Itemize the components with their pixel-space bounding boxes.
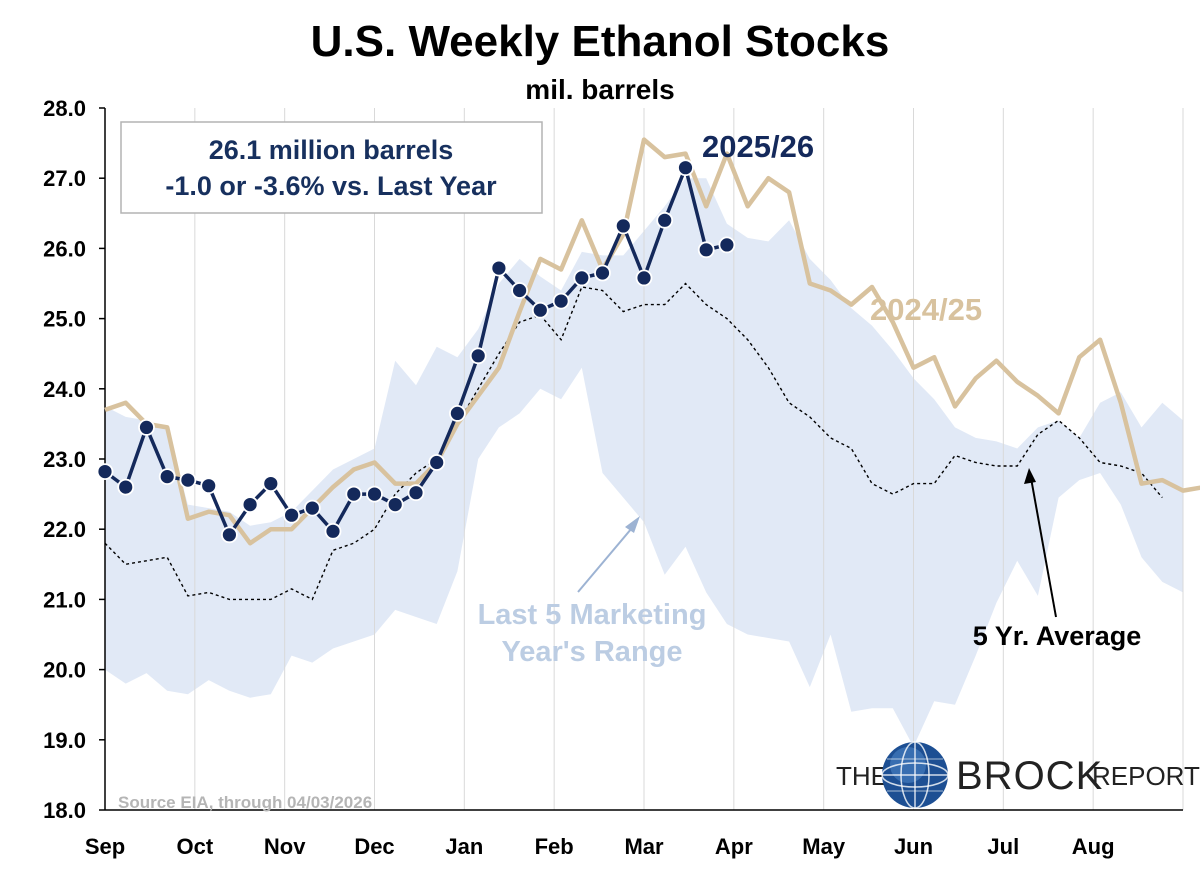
chart-subtitle: mil. barrels: [525, 74, 674, 105]
data-point-2025-26: [428, 454, 446, 471]
annotation-line-1: 26.1 million barrels: [209, 135, 454, 165]
data-point-2025-26: [158, 468, 176, 486]
data-point-2025-26: [490, 259, 508, 277]
x-tick-label: Dec: [354, 834, 394, 859]
data-point-2025-26: [531, 301, 549, 319]
data-point-2025-26: [573, 269, 591, 287]
data-point-2025-26: [262, 475, 280, 493]
x-tick-label: Mar: [624, 834, 664, 859]
data-point-2025-26: [117, 478, 135, 496]
series-label-2024-25: 2024/25: [870, 292, 982, 327]
data-point-2025-26: [407, 484, 425, 502]
data-point-2025-26: [138, 418, 155, 436]
series-line-2024-25: [104, 137, 1200, 546]
x-tick-label: Jan: [445, 834, 483, 859]
avg-label: 5 Yr. Average: [973, 621, 1142, 651]
data-point-2025-26: [697, 241, 715, 259]
data-point-2025-26: [718, 236, 736, 254]
y-tick-label: 28.0: [43, 96, 86, 121]
data-point-2025-26: [241, 496, 259, 514]
x-tick-label: Apr: [715, 834, 753, 859]
y-tick-label: 26.0: [43, 236, 86, 261]
y-tick-label: 27.0: [43, 166, 86, 191]
y-tick-label: 20.0: [43, 658, 86, 683]
data-point-2025-26: [303, 499, 321, 517]
data-point-2025-26: [614, 217, 632, 235]
logo-brock: BROCK: [956, 754, 1103, 798]
data-point-2025-26: [96, 463, 114, 481]
y-tick-label: 22.0: [43, 517, 86, 542]
y-tick-label: 25.0: [43, 307, 86, 332]
x-tick-label: May: [802, 834, 846, 859]
data-point-2025-26: [511, 282, 528, 299]
logo-report: REPORT: [1092, 761, 1200, 791]
data-point-2025-26: [366, 485, 383, 503]
data-point-2025-26: [656, 211, 674, 229]
y-tick-label: 21.0: [43, 587, 86, 612]
data-point-2025-26: [345, 485, 363, 503]
x-tick-label: Oct: [176, 834, 213, 859]
avg-arrow-head: [1024, 468, 1036, 484]
data-point-2025-26: [448, 404, 466, 422]
brock-report-logo: THE BROCK REPORT: [836, 741, 1200, 809]
x-tick-label: Jun: [894, 834, 933, 859]
data-point-2025-26: [200, 477, 218, 495]
range-arrow: [577, 521, 638, 593]
logo-the: THE: [836, 761, 888, 791]
x-tick-label: Feb: [535, 834, 574, 859]
x-tick-label: Sep: [85, 834, 125, 859]
globe-icon: [881, 741, 949, 809]
y-tick-label: 24.0: [43, 377, 86, 402]
data-point-2025-26: [179, 471, 197, 489]
data-point-2025-26: [677, 159, 694, 177]
avg-arrow: [1030, 477, 1057, 618]
data-point-2025-26: [220, 526, 238, 544]
y-tick-label: 18.0: [43, 798, 86, 823]
range-label-line-1: Last 5 Marketing: [478, 599, 707, 631]
chart-title: U.S. Weekly Ethanol Stocks: [311, 17, 890, 66]
annotation-box: [120, 121, 543, 214]
data-point-2025-26: [552, 292, 570, 310]
x-tick-label: Aug: [1072, 834, 1115, 859]
data-point-2025-26: [324, 522, 342, 540]
data-point-2025-26: [469, 347, 487, 365]
data-point-2025-26: [283, 506, 301, 524]
source-note: Source EIA, through 04/03/2026: [118, 793, 372, 812]
y-tick-label: 19.0: [43, 728, 86, 753]
data-point-2025-26: [386, 496, 404, 514]
annotation-line-2: -1.0 or -3.6% vs. Last Year: [165, 171, 497, 201]
series-line-5yr-average: [104, 282, 1163, 601]
range-arrow-head: [625, 516, 640, 533]
x-tick-label: Jul: [987, 834, 1019, 859]
y-tick-label: 23.0: [43, 447, 86, 472]
range-label-line-2: Year's Range: [502, 636, 683, 668]
x-tick-label: Nov: [264, 834, 306, 859]
series-label-2025-26: 2025/26: [702, 129, 814, 164]
data-point-2025-26: [594, 264, 611, 282]
data-point-2025-26: [635, 269, 653, 287]
